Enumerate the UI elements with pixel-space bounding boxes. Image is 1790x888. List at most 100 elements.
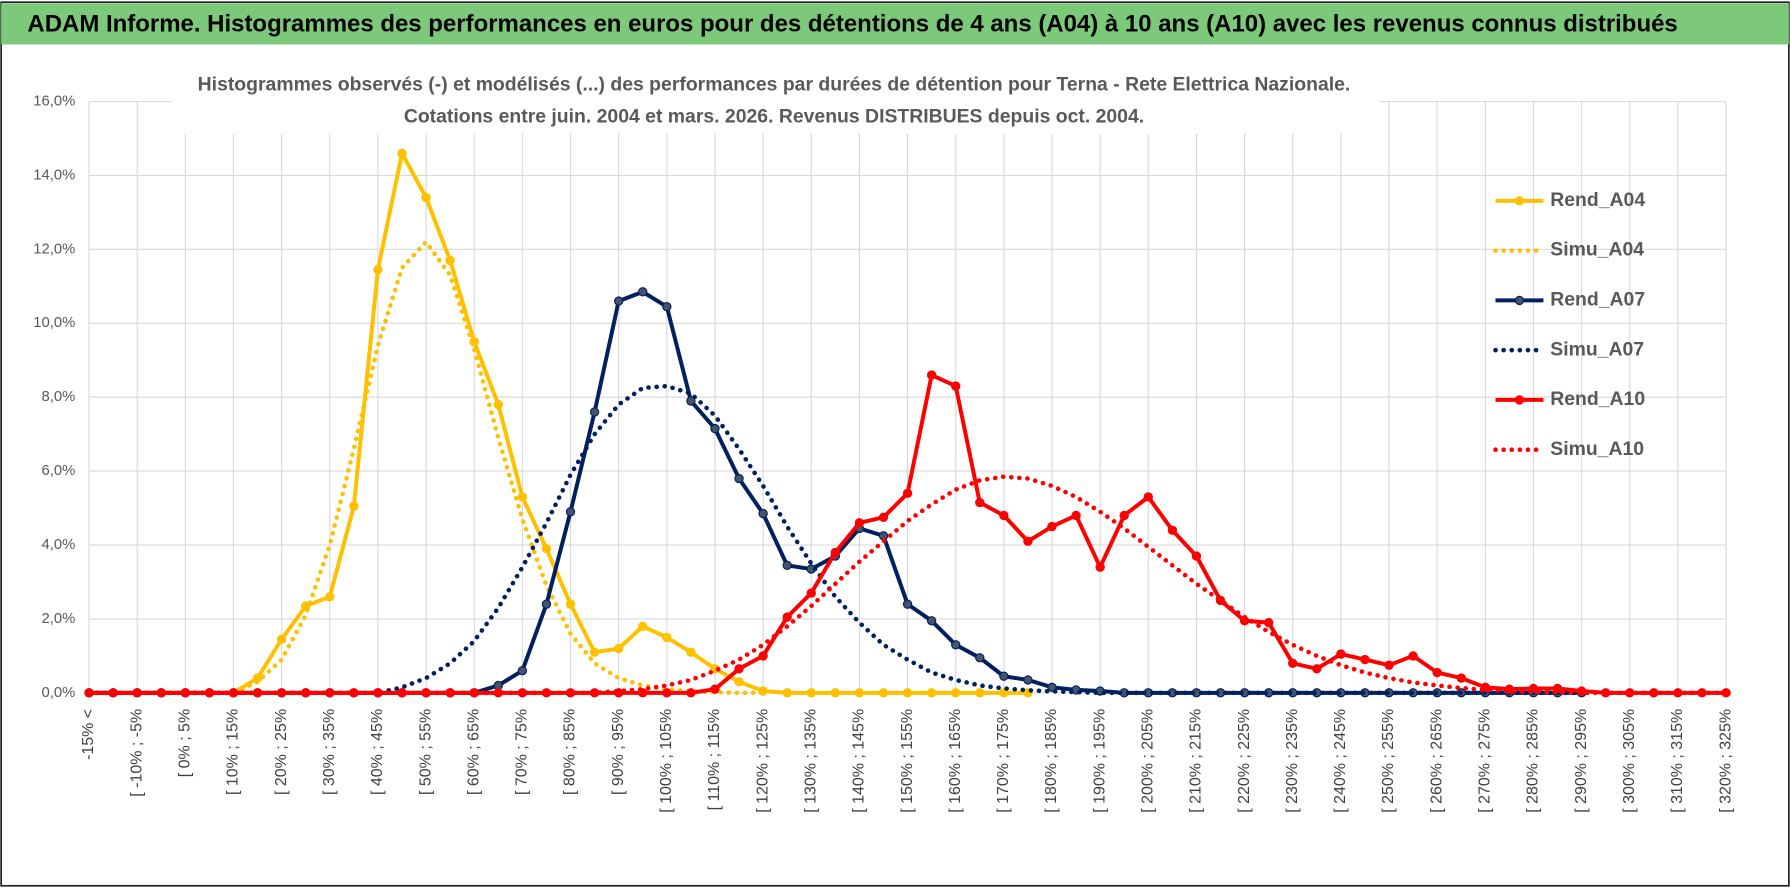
data-point: [686, 396, 696, 406]
series-line: [86, 383, 1584, 696]
data-point: [854, 688, 865, 698]
data-point: [951, 381, 961, 391]
x-tick-label: [ 40% ; 45%: [369, 709, 386, 795]
legend-marker: [1514, 395, 1525, 405]
data-point: [902, 688, 913, 698]
data-point: [1312, 664, 1322, 674]
data-point: [589, 647, 600, 657]
data-point: [613, 643, 624, 654]
legend-label: Rend_A10: [1550, 388, 1645, 410]
data-point: [517, 492, 528, 502]
data-point: [1023, 536, 1033, 547]
series-layer: [84, 148, 1731, 698]
x-tick-label: [ 90% ; 95%: [610, 709, 627, 795]
y-tick-label: 8,0%: [42, 389, 76, 405]
data-point: [926, 370, 937, 380]
data-point: [951, 640, 961, 650]
x-tick-label: [ 260% ; 265%: [1428, 709, 1445, 813]
data-point: [999, 671, 1009, 681]
data-point: [613, 296, 624, 306]
y-tick-label: 6,0%: [42, 463, 76, 479]
title-background: [171, 69, 1380, 134]
data-point: [1456, 673, 1466, 683]
data-point: [1360, 654, 1370, 665]
legend-label: Rend_A07: [1550, 289, 1645, 311]
header-title: ADAM Informe. Histogrammes des performan…: [27, 10, 1677, 37]
data-point: [1119, 510, 1129, 521]
data-point: [902, 599, 913, 609]
data-point: [1288, 658, 1298, 668]
legend-label: Rend_A04: [1550, 189, 1645, 211]
data-point: [276, 634, 287, 644]
data-point: [1336, 649, 1346, 659]
x-tick-label: [ 150% ; 155%: [899, 709, 916, 813]
data-point: [662, 301, 672, 312]
data-point: [734, 664, 744, 674]
y-tick-label: 10,0%: [33, 315, 75, 331]
data-point: [830, 547, 841, 558]
data-point: [734, 677, 744, 687]
data-point: [589, 407, 600, 417]
data-point: [1167, 525, 1178, 535]
data-point: [1023, 675, 1033, 685]
x-tick-label: [ 290% ; 295%: [1573, 709, 1590, 813]
data-point: [975, 497, 985, 508]
data-point: [662, 688, 672, 698]
x-tick-label: [ 310% ; 315%: [1669, 709, 1686, 813]
data-point: [782, 560, 792, 571]
data-point: [806, 588, 816, 598]
data-point: [541, 544, 552, 554]
data-point: [734, 473, 744, 484]
data-point: [999, 510, 1009, 521]
data-point: [493, 399, 503, 410]
x-tick-label: [ 140% ; 145%: [851, 709, 868, 813]
x-tick-label: [ 270% ; 275%: [1477, 709, 1494, 813]
grid: 0,0% 2,0% 4,0% 6,0% 8,0% 10,0% 12,0% 14,0% 16,0%…: [33, 93, 1734, 812]
data-point: [1143, 492, 1153, 502]
data-point: [373, 265, 383, 275]
data-point: [349, 501, 359, 511]
y-tick-label: 2,0%: [42, 611, 76, 627]
legend-marker: [1514, 295, 1525, 306]
data-point: [758, 651, 768, 661]
y-tick-label: 12,0%: [33, 241, 75, 257]
data-point: [975, 653, 985, 663]
x-tick-label: [ 320% ; 325%: [1717, 709, 1734, 813]
x-tick-label: [ 120% ; 125%: [754, 709, 771, 813]
x-tick-label: [ 210% ; 215%: [1188, 709, 1205, 813]
data-point: [878, 512, 889, 522]
data-point: [710, 423, 720, 434]
series-line: [86, 474, 1729, 696]
x-tick-label: [ 100% ; 105%: [658, 709, 675, 813]
y-tick-label: 0,0%: [42, 685, 76, 701]
x-tick-label: [ 60% ; 65%: [465, 709, 482, 795]
x-tick-label: [ 80% ; 85%: [562, 709, 579, 795]
y-tick-label: 4,0%: [42, 537, 76, 553]
x-tick-label: [ 220% ; 225%: [1236, 709, 1253, 813]
y-tick-label: 16,0%: [33, 93, 75, 109]
x-tick-label: [ -10% ; -5%: [128, 709, 145, 797]
chart-subtitle: Cotations entre juin. 2004 et mars. 2026…: [404, 106, 1144, 128]
legend: Rend_A04 Simu_A04 Rend_A07 Simu_A07 Rend_A10…: [1493, 189, 1645, 460]
x-tick-label: [ 190% ; 195%: [1091, 709, 1108, 813]
x-tick-label: [ 300% ; 305%: [1621, 709, 1638, 813]
x-tick-label: [ 50% ; 55%: [417, 709, 434, 795]
data-point: [854, 518, 865, 528]
legend-marker: [1514, 196, 1525, 206]
data-point: [686, 647, 696, 657]
legend-label: Simu_A10: [1550, 438, 1644, 460]
data-point: [782, 688, 792, 698]
legend-label: Simu_A04: [1550, 239, 1644, 261]
data-point: [686, 688, 696, 698]
data-point: [565, 599, 576, 609]
data-point: [1384, 660, 1394, 670]
data-point: [565, 507, 576, 517]
x-tick-label: [ 70% ; 75%: [514, 709, 531, 795]
data-point: [445, 255, 455, 266]
data-point: [325, 592, 335, 602]
x-tick-label: [ 130% ; 135%: [802, 709, 819, 813]
x-tick-label: [ 30% ; 35%: [321, 709, 338, 795]
data-point: [1071, 510, 1081, 521]
